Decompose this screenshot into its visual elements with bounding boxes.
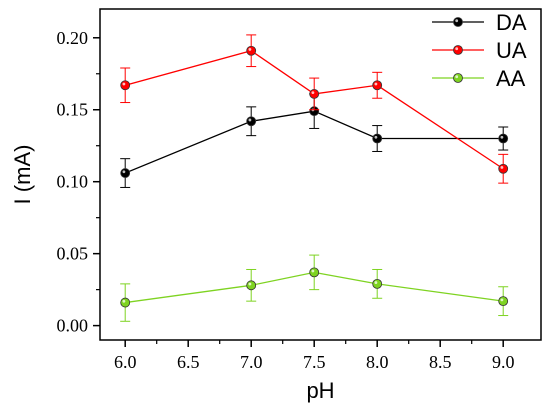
data-point (309, 89, 320, 99)
legend-label: UA (496, 38, 527, 63)
data-point-highlight (311, 91, 315, 95)
y-tick-label: 0.10 (57, 172, 89, 192)
legend-label: AA (496, 66, 526, 91)
legend-item-da: DA (432, 10, 527, 35)
legend-label: DA (496, 10, 527, 35)
plot-axes: 6.0 6.5 7.0 7.5 8.0 8.5 9.0 0.00 0.05 0.10 0.15 0.2… (57, 8, 542, 372)
y-tick-label: 0.20 (57, 28, 89, 48)
data-point-highlight (374, 135, 378, 139)
data-point-highlight (374, 281, 378, 284)
y-tick-label: 0.00 (57, 316, 89, 336)
data-point (246, 45, 257, 56)
series-aa (120, 254, 509, 322)
legend-item-ua: UA (432, 38, 527, 63)
x-tick-label: 7.5 (303, 352, 326, 372)
data-point (372, 80, 383, 91)
data-point-highlight (311, 269, 315, 273)
data-point-highlight (248, 282, 252, 286)
legend-marker-highlight (455, 19, 459, 23)
plot-frame (99, 8, 542, 341)
x-tick-label: 6.0 (114, 352, 137, 372)
legend-marker-highlight (455, 75, 459, 79)
x-tick-label: 6.5 (177, 352, 200, 372)
data-point (246, 280, 257, 291)
data-point-highlight (248, 48, 252, 51)
legend-item-aa: AA (432, 66, 526, 91)
data-point-highlight (500, 298, 504, 302)
y-axis-title: I (mA) (10, 145, 35, 205)
y-tick-label: 0.15 (57, 100, 89, 120)
data-point (120, 297, 131, 308)
legend-marker (453, 73, 463, 83)
x-tick-label: 8.0 (366, 352, 389, 372)
data-point (372, 133, 383, 144)
x-tick-label: 7.0 (240, 352, 263, 372)
data-point (498, 133, 509, 144)
data-point-highlight (374, 82, 378, 86)
data-point (309, 267, 320, 278)
data-point (372, 278, 383, 289)
data-point (120, 80, 131, 91)
y-tick-label: 0.05 (57, 244, 89, 264)
data-point (120, 168, 131, 178)
legend: DA UA AA (432, 10, 527, 91)
series-ua (120, 34, 509, 184)
legend-marker-highlight (455, 47, 459, 51)
data-point (498, 163, 509, 174)
legend-marker (453, 17, 463, 27)
data-point-highlight (122, 82, 126, 86)
data-point-highlight (500, 135, 504, 139)
data-point-highlight (122, 170, 126, 174)
series-layer (120, 34, 509, 322)
series-da (120, 93, 509, 188)
x-tick-label: 9.0 (492, 352, 515, 372)
data-point (498, 296, 509, 307)
data-point-highlight (500, 166, 504, 169)
data-point (246, 116, 257, 127)
x-axis-title: pH (306, 378, 334, 403)
x-tick-label: 8.5 (429, 352, 452, 372)
legend-marker (453, 45, 463, 55)
data-point-highlight (122, 299, 126, 303)
data-point-highlight (248, 118, 252, 122)
